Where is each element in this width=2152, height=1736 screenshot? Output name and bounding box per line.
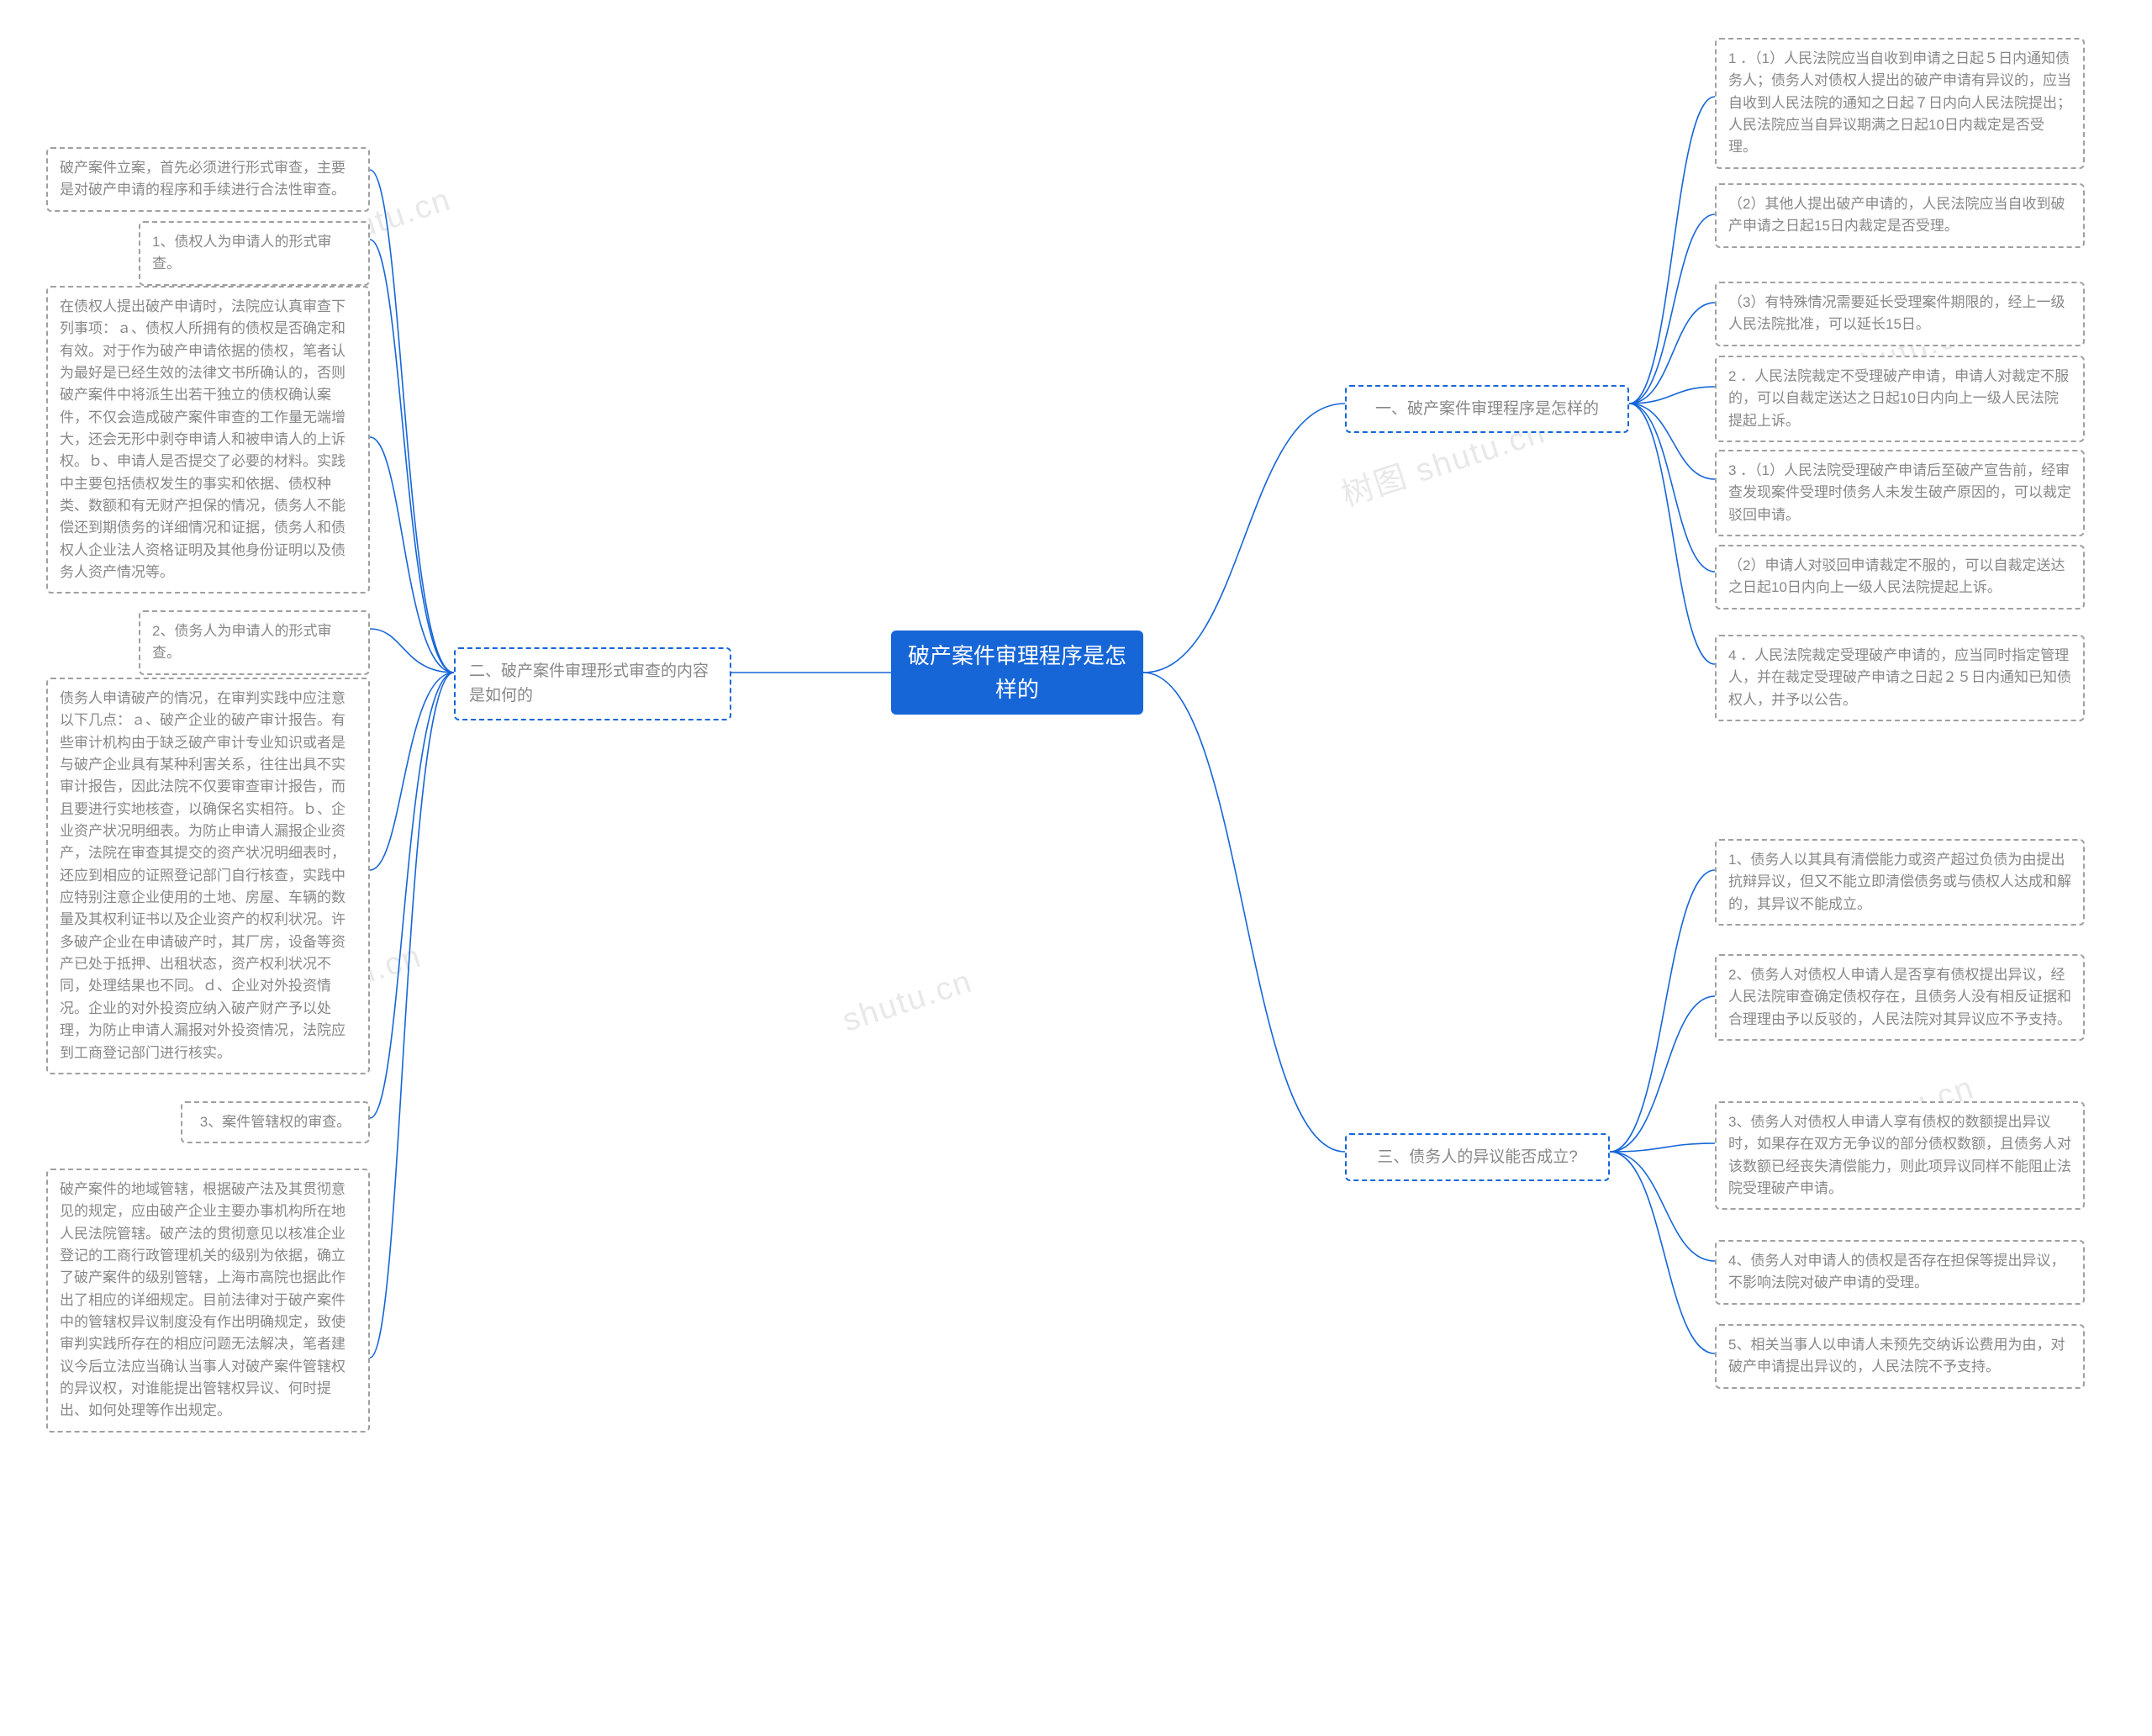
branch-2-leaf-6: 3、案件管辖权的审查。 <box>181 1101 370 1143</box>
leaf-text: 5、相关当事人以申请人未预先交纳诉讼费用为由，对破产申请提出异议的，人民法院不予… <box>1728 1334 2071 1379</box>
branch-3: 三、债务人的异议能否成立? <box>1345 1133 1610 1181</box>
center-node: 破产案件审理程序是怎样的 <box>891 631 1143 715</box>
branch-2-leaf-7: 破产案件的地域管辖，根据破产法及其贯彻意见的规定，应由破产企业主要办事机构所在地… <box>46 1169 370 1433</box>
watermark: shutu.cn <box>838 963 977 1039</box>
leaf-text: 债务人申请破产的情况，在审判实践中应注意以下几点：ａ、破产企业的破产审计报告。有… <box>60 688 356 1064</box>
branch-3-leaf-1: 1、债务人以其具有清偿能力或资产超过负债为由提出抗辩异议，但又不能立即清偿债务或… <box>1715 839 2085 926</box>
branch-1: 一、破产案件审理程序是怎样的 <box>1345 385 1629 433</box>
branch-3-leaf-5: 5、相关当事人以申请人未预先交纳诉讼费用为由，对破产申请提出异议的，人民法院不予… <box>1715 1324 2085 1389</box>
leaf-text: 在债权人提出破产申请时，法院应认真审查下列事项：ａ、债权人所拥有的债权是否确定和… <box>60 296 356 583</box>
leaf-text: 3 ．（1）人民法院受理破产申请后至破产宣告前，经审查发现案件受理时债务人未发生… <box>1728 460 2071 526</box>
branch-3-leaf-4: 4、债务人对申请人的债权是否存在担保等提出异议，不影响法院对破产申请的受理。 <box>1715 1240 2085 1305</box>
leaf-text: 破产案件立案，首先必须进行形式审查，主要是对破产申请的程序和手续进行合法性审查。 <box>60 157 356 202</box>
leaf-text: （3）有特殊情况需要延长受理案件期限的，经上一级人民法院批准，可以延长15日。 <box>1728 292 2071 336</box>
branch-3-title: 三、债务人的异议能否成立? <box>1377 1145 1578 1169</box>
branch-1-leaf-2: （2）其他人提出破产申请的，人民法院应当自收到破产申请之日起15日内裁定是否受理… <box>1715 183 2085 248</box>
leaf-text: 破产案件的地域管辖，根据破产法及其贯彻意见的规定，应由破产企业主要办事机构所在地… <box>60 1179 356 1422</box>
leaf-text: 2、债务人为申请人的形式审查。 <box>152 620 356 665</box>
branch-2-leaf-5: 债务人申请破产的情况，在审判实践中应注意以下几点：ａ、破产企业的破产审计报告。有… <box>46 678 370 1074</box>
branch-1-leaf-3: （3）有特殊情况需要延长受理案件期限的，经上一级人民法院批准，可以延长15日。 <box>1715 282 2085 346</box>
branch-3-leaf-3: 3、债务人对债权人申请人享有债权的数额提出异议时，如果存在双方无争议的部分债权数… <box>1715 1101 2085 1210</box>
leaf-text: 4、债务人对申请人的债权是否存在担保等提出异议，不影响法院对破产申请的受理。 <box>1728 1250 2071 1295</box>
branch-2-leaf-1: 破产案件立案，首先必须进行形式审查，主要是对破产申请的程序和手续进行合法性审查。 <box>46 147 370 212</box>
center-title: 破产案件审理程序是怎样的 <box>903 639 1131 707</box>
branch-1-leaf-4: 2 ．人民法院裁定不受理破产申请，申请人对裁定不服的，可以自裁定送达之日起10日… <box>1715 356 2085 442</box>
leaf-text: 2、债务人对债权人申请人是否享有债权提出异议，经人民法院审查确定债权存在，且债务… <box>1728 964 2071 1031</box>
branch-1-title: 一、破产案件审理程序是怎样的 <box>1375 397 1599 421</box>
leaf-text: 1、债权人为申请人的形式审查。 <box>152 231 356 276</box>
branch-1-leaf-5: 3 ．（1）人民法院受理破产申请后至破产宣告前，经审查发现案件受理时债务人未发生… <box>1715 450 2085 536</box>
leaf-text: 4 ．人民法院裁定受理破产申请的，应当同时指定管理人，并在裁定受理破产申请之日起… <box>1728 645 2071 711</box>
branch-1-leaf-1: 1 ．（1）人民法院应当自收到申请之日起５日内通知债务人；债务人对债权人提出的破… <box>1715 38 2085 169</box>
branch-1-leaf-6: （2）申请人对驳回申请裁定不服的，可以自裁定送达之日起10日内向上一级人民法院提… <box>1715 545 2085 609</box>
branch-1-leaf-7: 4 ．人民法院裁定受理破产申请的，应当同时指定管理人，并在裁定受理破产申请之日起… <box>1715 635 2085 721</box>
branch-2-leaf-4: 2、债务人为申请人的形式审查。 <box>139 610 370 675</box>
leaf-text: 3、案件管辖权的审查。 <box>200 1111 351 1133</box>
branch-2-leaf-2: 1、债权人为申请人的形式审查。 <box>139 221 370 286</box>
leaf-text: 1、债务人以其具有清偿能力或资产超过负债为由提出抗辩异议，但又不能立即清偿债务或… <box>1728 849 2071 915</box>
branch-2: 二、破产案件审理形式审查的内容是如何的 <box>454 647 731 720</box>
leaf-text: 3、债务人对债权人申请人享有债权的数额提出异议时，如果存在双方无争议的部分债权数… <box>1728 1111 2071 1200</box>
leaf-text: （2）申请人对驳回申请裁定不服的，可以自裁定送达之日起10日内向上一级人民法院提… <box>1728 555 2071 599</box>
leaf-text: 1 ．（1）人民法院应当自收到申请之日起５日内通知债务人；债务人对债权人提出的破… <box>1728 48 2071 159</box>
branch-3-leaf-2: 2、债务人对债权人申请人是否享有债权提出异议，经人民法院审查确定债权存在，且债务… <box>1715 954 2085 1041</box>
branch-2-leaf-3: 在债权人提出破产申请时，法院应认真审查下列事项：ａ、债权人所拥有的债权是否确定和… <box>46 286 370 594</box>
leaf-text: 2 ．人民法院裁定不受理破产申请，申请人对裁定不服的，可以自裁定送达之日起10日… <box>1728 366 2071 432</box>
leaf-text: （2）其他人提出破产申请的，人民法院应当自收到破产申请之日起15日内裁定是否受理… <box>1728 193 2071 238</box>
branch-2-title: 二、破产案件审理形式审查的内容是如何的 <box>469 659 716 709</box>
